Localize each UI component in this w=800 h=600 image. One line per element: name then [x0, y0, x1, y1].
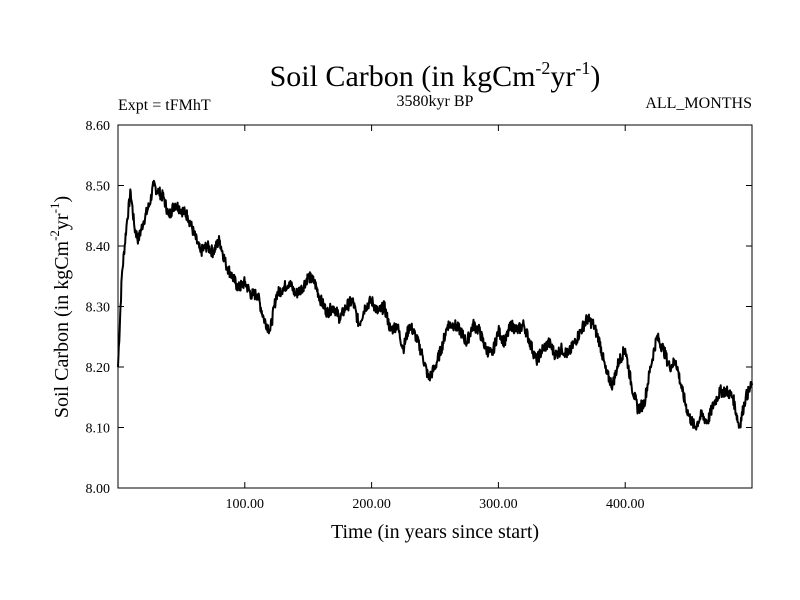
period-label: 3580kyr BP	[397, 93, 474, 110]
y-tick-label: 8.60	[86, 119, 111, 134]
y-tick-label: 8.10	[86, 422, 111, 437]
plot-frame	[117, 124, 753, 489]
x-tick-label: 300.00	[479, 497, 518, 512]
x-tick-label: 100.00	[226, 497, 265, 512]
x-axis-label: Time (in years since start)	[331, 521, 539, 543]
x-tick-label: 400.00	[606, 497, 645, 512]
y-tick-label: 8.40	[86, 240, 111, 255]
chart-title: Soil Carbon (in kgCm-2yr-1)	[270, 58, 601, 93]
x-tick-label: 200.00	[352, 497, 391, 512]
y-tick-label: 8.20	[86, 361, 111, 376]
months-label: ALL_MONTHS	[645, 95, 752, 112]
y-tick-label: 8.30	[86, 301, 111, 316]
y-tick-label: 8.50	[86, 180, 111, 195]
y-tick-label: 8.00	[86, 482, 111, 497]
experiment-label: Expt = tFMhT	[118, 97, 211, 114]
series-line	[117, 179, 753, 431]
y-axis-label: Soil Carbon (in kgCm-2yr-1)	[47, 196, 73, 418]
